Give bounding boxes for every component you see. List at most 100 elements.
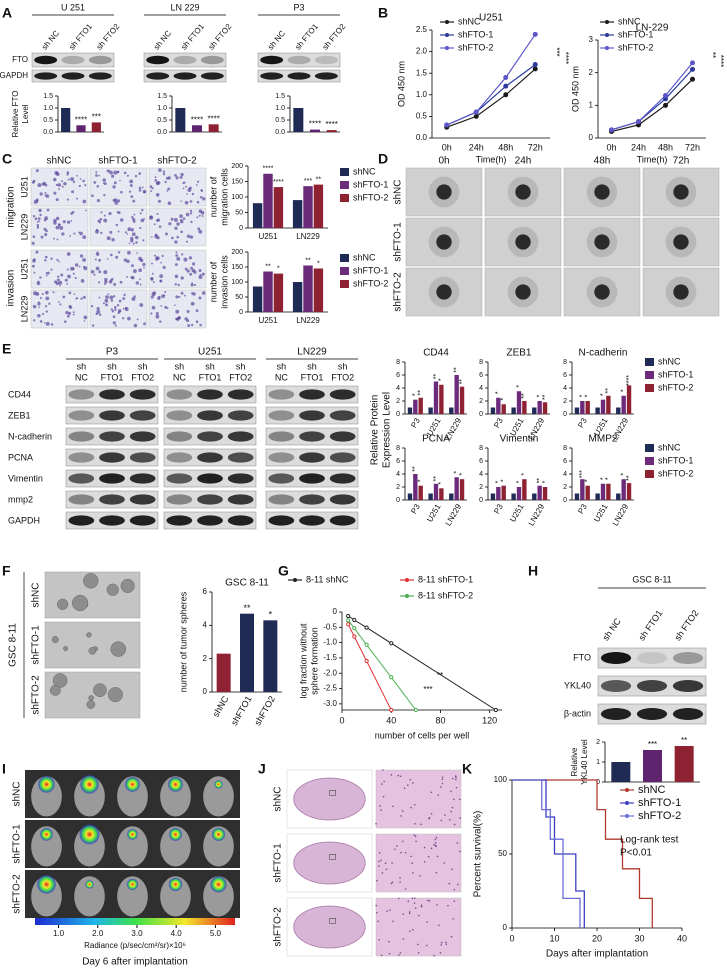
cell bbox=[117, 230, 120, 233]
cell bbox=[85, 209, 87, 212]
lane-label: NC bbox=[173, 372, 186, 382]
y-axis-label: number of bbox=[208, 261, 218, 302]
y-tick-label: 0 bbox=[479, 497, 483, 504]
y-tick-label: 0 bbox=[563, 497, 567, 504]
cell bbox=[127, 229, 130, 232]
y-tick-label: 200 bbox=[231, 249, 243, 256]
cell bbox=[79, 231, 83, 236]
significance: * bbox=[621, 389, 628, 392]
cell bbox=[45, 194, 50, 198]
cell bbox=[108, 170, 111, 172]
significance: * bbox=[459, 473, 466, 476]
band bbox=[99, 494, 125, 505]
chart-title: U251 bbox=[479, 13, 503, 24]
y-tick-label: 8 bbox=[563, 359, 567, 366]
blot bbox=[597, 647, 707, 669]
lane-label: NC bbox=[275, 372, 288, 382]
cell bbox=[55, 183, 59, 187]
cell bbox=[186, 269, 190, 273]
cell bbox=[189, 272, 193, 276]
legend-label: shFTO-1 bbox=[658, 455, 693, 465]
nucleus bbox=[410, 855, 412, 858]
cell bbox=[143, 218, 146, 220]
band bbox=[68, 494, 95, 505]
cell-line: P3 bbox=[106, 347, 119, 358]
cell bbox=[80, 297, 83, 300]
band bbox=[227, 452, 254, 463]
cell bbox=[202, 197, 206, 201]
panel-label: J bbox=[258, 761, 266, 777]
lane-label: sh FTO1 bbox=[67, 22, 94, 52]
legend-swatch bbox=[340, 194, 349, 202]
cell bbox=[112, 198, 116, 202]
band bbox=[329, 452, 356, 463]
cell bbox=[46, 208, 50, 212]
sphere bbox=[673, 284, 689, 300]
cell bbox=[138, 256, 143, 261]
series-line bbox=[446, 33, 536, 126]
band bbox=[299, 389, 325, 400]
nucleus bbox=[450, 935, 453, 938]
nucleus bbox=[380, 954, 383, 957]
legend-label: shFTO-1 bbox=[658, 369, 693, 379]
bar bbox=[532, 407, 537, 414]
significance: ** bbox=[243, 603, 251, 613]
cell bbox=[59, 284, 61, 287]
cell bbox=[176, 222, 180, 226]
significance: *** bbox=[648, 740, 657, 749]
nucleus bbox=[399, 775, 402, 778]
y-tick-label: 0 bbox=[396, 497, 400, 504]
signal bbox=[38, 776, 55, 793]
y-tick-label: 150 bbox=[231, 178, 243, 185]
cell bbox=[185, 212, 190, 217]
y-axis-label: Relative FTO bbox=[11, 91, 20, 138]
cell bbox=[39, 276, 42, 279]
nucleus bbox=[434, 838, 437, 841]
lane-label: FTO1 bbox=[199, 372, 222, 382]
legend-label: shFTO-1 bbox=[638, 797, 681, 809]
cell bbox=[98, 174, 101, 177]
y-tick-label: 2 bbox=[563, 398, 567, 405]
point bbox=[473, 109, 479, 115]
y-axis-label: Percent survival(%) bbox=[473, 811, 484, 898]
x-tick-label: P3 bbox=[409, 416, 422, 429]
significance: * bbox=[516, 480, 523, 483]
chart-title: LN-229 bbox=[636, 23, 669, 34]
band bbox=[197, 410, 223, 421]
significance: ** bbox=[433, 476, 440, 482]
cell bbox=[58, 188, 60, 191]
cell bbox=[82, 179, 85, 183]
cell bbox=[62, 220, 66, 224]
lane-label: sh NC bbox=[600, 616, 623, 643]
significance: **** bbox=[207, 114, 219, 123]
cell bbox=[196, 180, 200, 183]
band bbox=[329, 473, 356, 484]
row-label: shNC bbox=[12, 781, 23, 806]
image-bg bbox=[30, 207, 89, 247]
significance: * bbox=[542, 480, 549, 483]
cell bbox=[195, 309, 199, 313]
y-tick-label: 0 bbox=[239, 309, 243, 316]
bar bbox=[585, 485, 590, 500]
significance: * bbox=[600, 393, 607, 396]
bar bbox=[511, 493, 516, 500]
x-tick-label: LN229 bbox=[527, 502, 547, 527]
legend-marker bbox=[625, 801, 629, 805]
point bbox=[503, 83, 509, 89]
legend-label: shNC bbox=[618, 16, 641, 26]
legend-marker bbox=[293, 578, 297, 582]
nucleus bbox=[378, 865, 380, 867]
cell bbox=[126, 275, 128, 278]
cell bbox=[72, 180, 76, 184]
y-axis-label: invasion cells bbox=[219, 255, 229, 309]
cell bbox=[116, 211, 119, 214]
cell bbox=[99, 217, 103, 221]
significance: ** bbox=[418, 390, 425, 396]
blot bbox=[31, 52, 115, 68]
image-mouse bbox=[25, 820, 240, 868]
cell bbox=[175, 176, 179, 180]
cell bbox=[150, 190, 153, 192]
y-tick-label: 8 bbox=[396, 359, 400, 366]
bar bbox=[192, 125, 202, 132]
group-label: migration bbox=[6, 186, 17, 227]
